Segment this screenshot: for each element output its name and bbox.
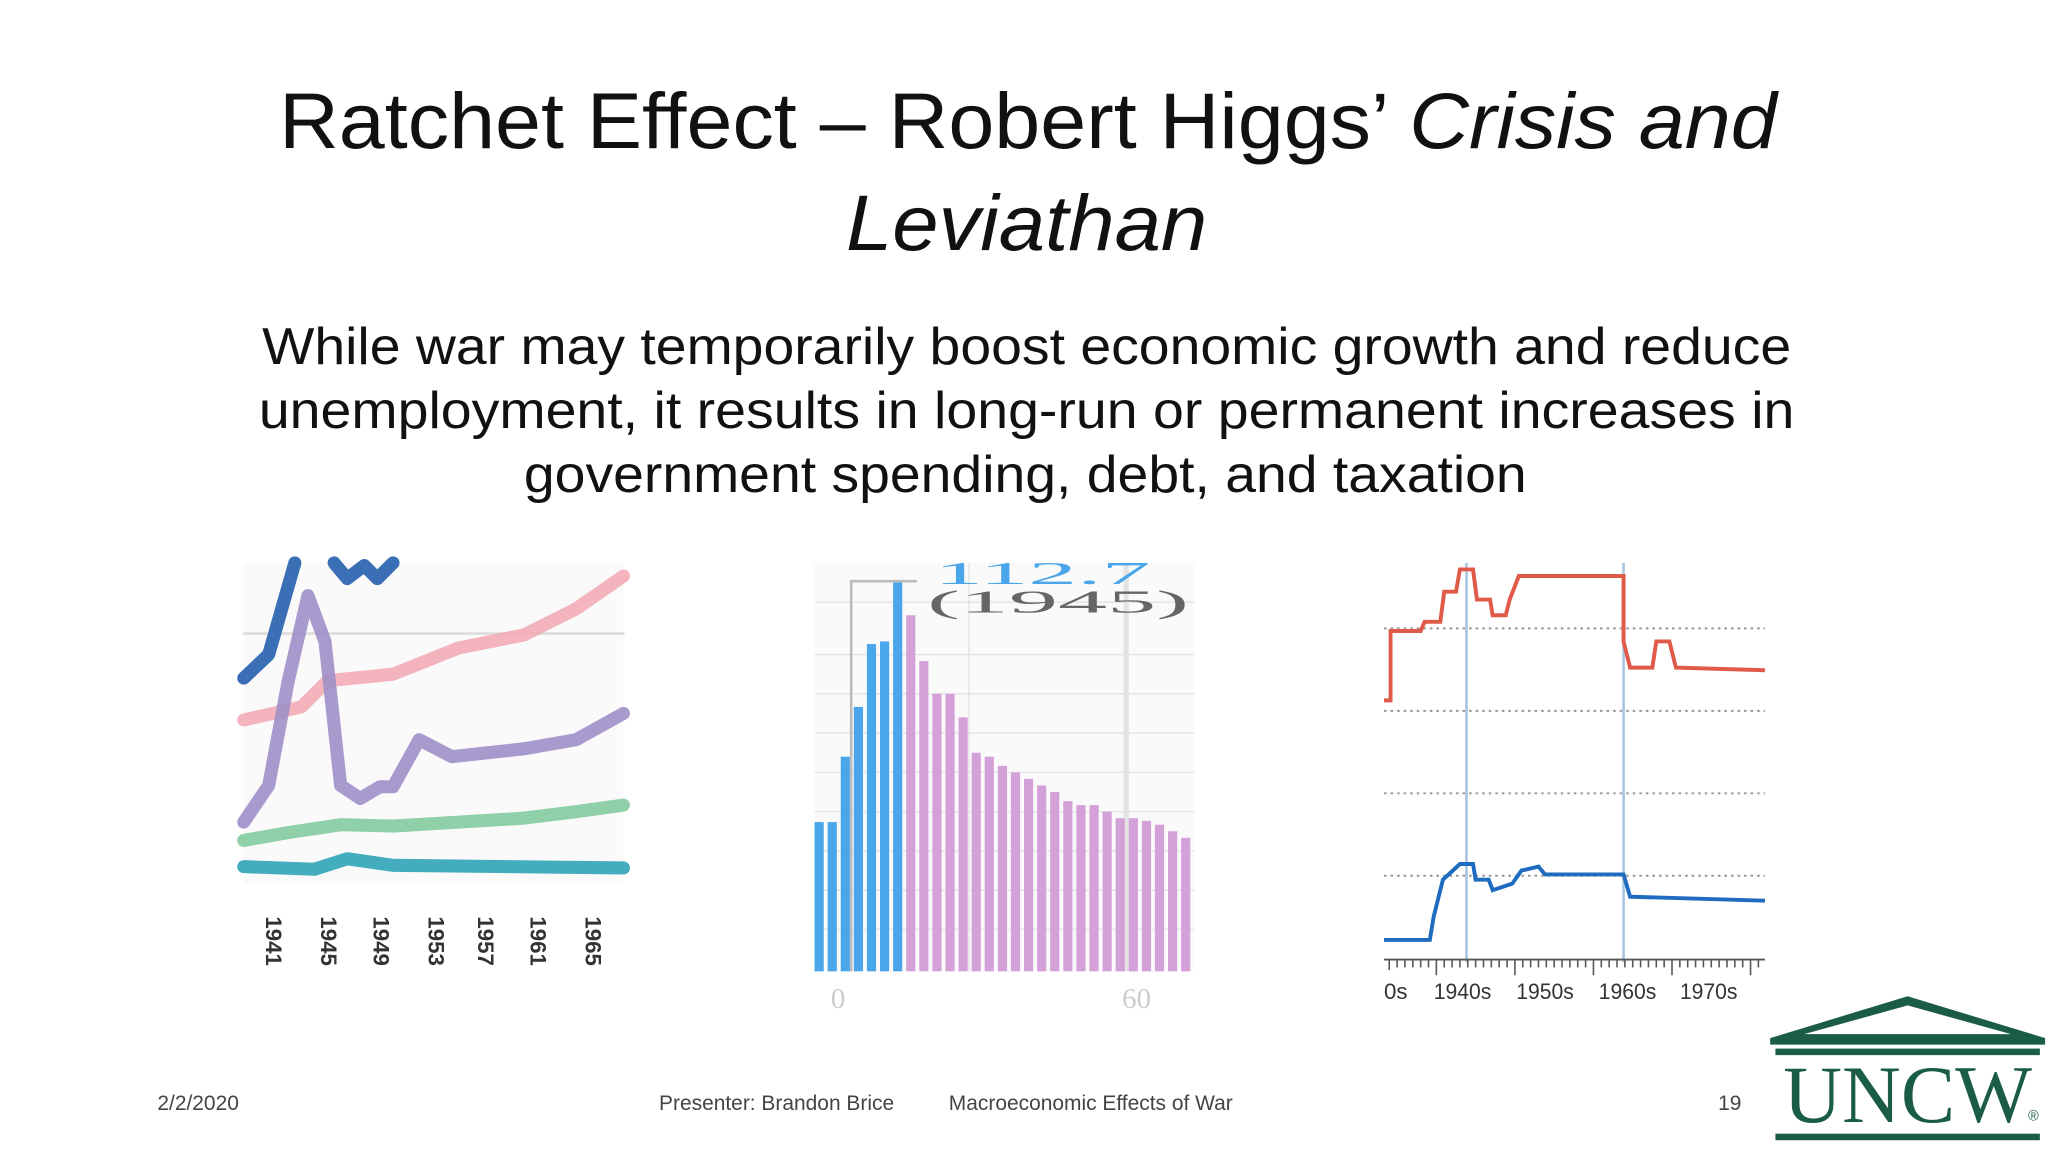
annotation: 112.7 bbox=[934, 556, 1150, 591]
tick-label: 1949 bbox=[368, 916, 393, 966]
bars-blue bbox=[814, 582, 903, 972]
tick-label: 1957 bbox=[473, 916, 498, 966]
line bbox=[237, 798, 630, 847]
tick-label: 1961 bbox=[525, 916, 550, 966]
tick-label: 0s bbox=[1384, 979, 1408, 1004]
title-line-1: Ratchet Effect – Robert Higgs’ Crisis an… bbox=[279, 77, 1779, 165]
figure-3 bbox=[1384, 562, 1766, 976]
figure-2: 112.7 (1945) 0 60 bbox=[814, 556, 1195, 1015]
line bbox=[327, 556, 400, 586]
tick-label: 1965 bbox=[580, 916, 605, 966]
logo-base bbox=[1775, 1133, 2040, 1141]
logo-text: UNCW bbox=[1783, 1050, 2032, 1140]
body-line: While war may temporarily boost economic… bbox=[262, 318, 1791, 376]
line bbox=[237, 852, 630, 876]
logo-beam bbox=[1775, 1048, 2040, 1056]
tick-label: 1970s bbox=[1680, 979, 1738, 1004]
tick-label: 1945 bbox=[316, 916, 341, 966]
bars-pink bbox=[906, 615, 1191, 972]
line bbox=[1384, 862, 1766, 942]
title-line-2: Leviathan bbox=[846, 179, 1207, 267]
line bbox=[237, 589, 630, 829]
figure-3-ticks: 0s 1940s 1950s 1960s 1970s bbox=[1384, 979, 1737, 1004]
logo: UNCW ® bbox=[1770, 996, 2046, 1141]
tick-label: 60 bbox=[1122, 983, 1151, 1015]
figure-1 bbox=[237, 556, 630, 884]
title-text: Ratchet Effect – Robert Higgs’ bbox=[279, 77, 1409, 165]
logo-mark: ® bbox=[2028, 1109, 2039, 1125]
footer-date: 2/2/2020 bbox=[157, 1092, 239, 1115]
annotation: (1945) bbox=[927, 585, 1189, 620]
line bbox=[1384, 567, 1766, 703]
figure-1-ticks: 1941 1945 1949 1953 1957 1961 1965 bbox=[261, 916, 605, 966]
line bbox=[237, 569, 630, 727]
tick-label: 1960s bbox=[1599, 979, 1657, 1004]
title-italic: Crisis and bbox=[1409, 77, 1779, 165]
axis-ticks bbox=[1388, 959, 1760, 976]
line bbox=[237, 556, 302, 685]
tick-label: 1953 bbox=[423, 916, 448, 966]
body-line: unemployment, it results in long-run or … bbox=[259, 382, 1795, 440]
page-number: 19 bbox=[1718, 1092, 1741, 1115]
footer-presenter: Presenter: Brandon Brice bbox=[659, 1092, 894, 1115]
body-line: government spending, debt, and taxation bbox=[524, 446, 1527, 504]
logo-roof-inner bbox=[1804, 1005, 2012, 1035]
footer-topic: Macroeconomic Effects of War bbox=[949, 1092, 1233, 1115]
tick-label: 0 bbox=[831, 983, 845, 1015]
footer: 2/2/2020 Presenter: Brandon Brice Macroe… bbox=[157, 1092, 1741, 1115]
tick-label: 1940s bbox=[1434, 979, 1492, 1004]
tick-label: 1941 bbox=[261, 916, 286, 966]
tick-label: 1950s bbox=[1516, 979, 1574, 1004]
